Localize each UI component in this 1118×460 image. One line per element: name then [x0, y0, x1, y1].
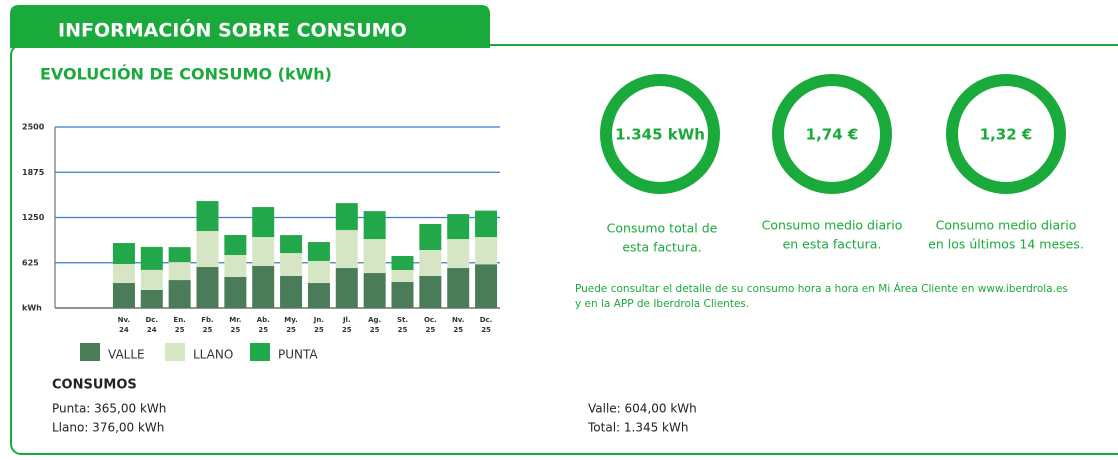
bar-segment	[475, 264, 498, 308]
chart-title: EVOLUCIÓN DE CONSUMO (kWh)	[40, 65, 332, 84]
bar-segment	[168, 262, 191, 281]
bar-segment	[224, 277, 247, 308]
consumo-item: Valle: 604,00 kWh	[588, 402, 697, 416]
x-tick-label: Mr. 25	[229, 316, 241, 334]
y-tick-label: 2500	[22, 123, 45, 132]
bar-segment	[252, 237, 275, 267]
header-tab	[10, 5, 490, 48]
summary-ring	[600, 74, 720, 194]
x-tick-label: My. 25	[284, 316, 298, 334]
x-tick-label: Oc. 25	[424, 316, 437, 334]
summary-label: en los últimos 14 meses.	[928, 237, 1084, 252]
bar-segment	[419, 250, 442, 276]
header-title: INFORMACIÓN SOBRE CONSUMO	[58, 18, 407, 42]
bar-segment	[335, 203, 358, 231]
summary-value: 1,32 €	[980, 126, 1033, 144]
x-tick-label: St. 25	[397, 316, 408, 334]
bar-segment	[252, 266, 275, 308]
consumo-item: Punta: 365,00 kWh	[52, 402, 166, 416]
bar-segment	[252, 207, 275, 238]
bar-segment	[196, 267, 219, 308]
bar-segment	[224, 255, 247, 278]
bar-segment	[363, 273, 386, 308]
bar-segment	[280, 275, 303, 308]
bar-segment	[447, 214, 470, 240]
legend-swatch	[80, 343, 100, 361]
bar-segment	[224, 235, 247, 256]
bar-segment	[419, 275, 442, 308]
bar-segment	[391, 256, 414, 270]
x-tick-label: Jn. 25	[313, 316, 324, 334]
bar-segment	[391, 282, 414, 308]
bar-segment	[447, 239, 470, 269]
summary-label: Consumo total de	[607, 221, 718, 236]
x-tick-label: En. 25	[173, 316, 185, 334]
bar-segment	[419, 224, 442, 251]
bar-segment	[363, 239, 386, 274]
x-tick-label: Nv. 25	[452, 316, 465, 334]
note: y en la APP de Iberdrola Clientes.	[575, 298, 749, 310]
summary-ring	[946, 74, 1066, 194]
note: Puede consultar el detalle de su consumo…	[575, 282, 1068, 295]
bar-segment	[363, 211, 386, 240]
bar-segment	[280, 235, 303, 254]
bar-segment	[112, 264, 135, 284]
legend-label: VALLE	[108, 348, 145, 362]
bar-segment	[140, 289, 163, 308]
bar-segment	[391, 269, 414, 283]
legend-label: LLANO	[193, 348, 233, 362]
y-tick-label: 625	[22, 258, 39, 267]
x-tick-label: Nv. 24	[118, 316, 131, 334]
bar-segment	[196, 231, 219, 268]
bar-segment	[168, 247, 191, 263]
summary-ring	[772, 74, 892, 194]
x-tick-label: Dc. 25	[480, 316, 493, 334]
bar-segment	[168, 280, 191, 308]
y-tick-label: kWh	[22, 304, 42, 313]
summary-label: Consumo medio diario	[936, 218, 1077, 233]
bar-segment	[307, 242, 330, 262]
consumo-item: Total: 1.345 kWh	[587, 421, 688, 435]
summary-label: Consumo medio diario	[762, 218, 903, 233]
bar-segment	[335, 268, 358, 308]
bar-segment	[140, 246, 163, 270]
legend-swatch	[165, 343, 185, 361]
bar-segment	[196, 201, 219, 232]
consumos-title: CONSUMOS	[52, 378, 137, 393]
bar-segment	[112, 243, 135, 265]
bar-segment	[307, 261, 330, 284]
bar-segment	[475, 210, 498, 238]
x-tick-label: Dc. 24	[145, 316, 158, 334]
y-tick-label: 1250	[22, 213, 45, 222]
box	[10, 44, 1118, 455]
x-tick-label: Fb. 25	[201, 316, 213, 334]
x-tick-label: Ab. 25	[257, 316, 270, 334]
bar-segment	[335, 230, 358, 269]
bar-segment	[280, 253, 303, 276]
bar-segment	[112, 283, 135, 308]
legend-label: PUNTA	[278, 348, 318, 362]
bar-segment	[307, 283, 330, 308]
summary-label: en esta factura.	[783, 237, 882, 252]
bar-segment	[475, 237, 498, 265]
bar-segment	[447, 268, 470, 308]
summary-value: 1,74 €	[806, 126, 859, 144]
x-tick-label: Jl. 25	[342, 316, 352, 334]
consumo-item: Llano: 376,00 kWh	[52, 421, 164, 435]
summary-value: 1.345 kWh	[615, 126, 705, 144]
x-tick-label: Ag. 25	[368, 316, 381, 334]
bar-segment	[140, 269, 163, 290]
legend-swatch	[250, 343, 270, 361]
y-tick-label: 1875	[22, 168, 45, 177]
summary-label: esta factura.	[622, 240, 701, 255]
